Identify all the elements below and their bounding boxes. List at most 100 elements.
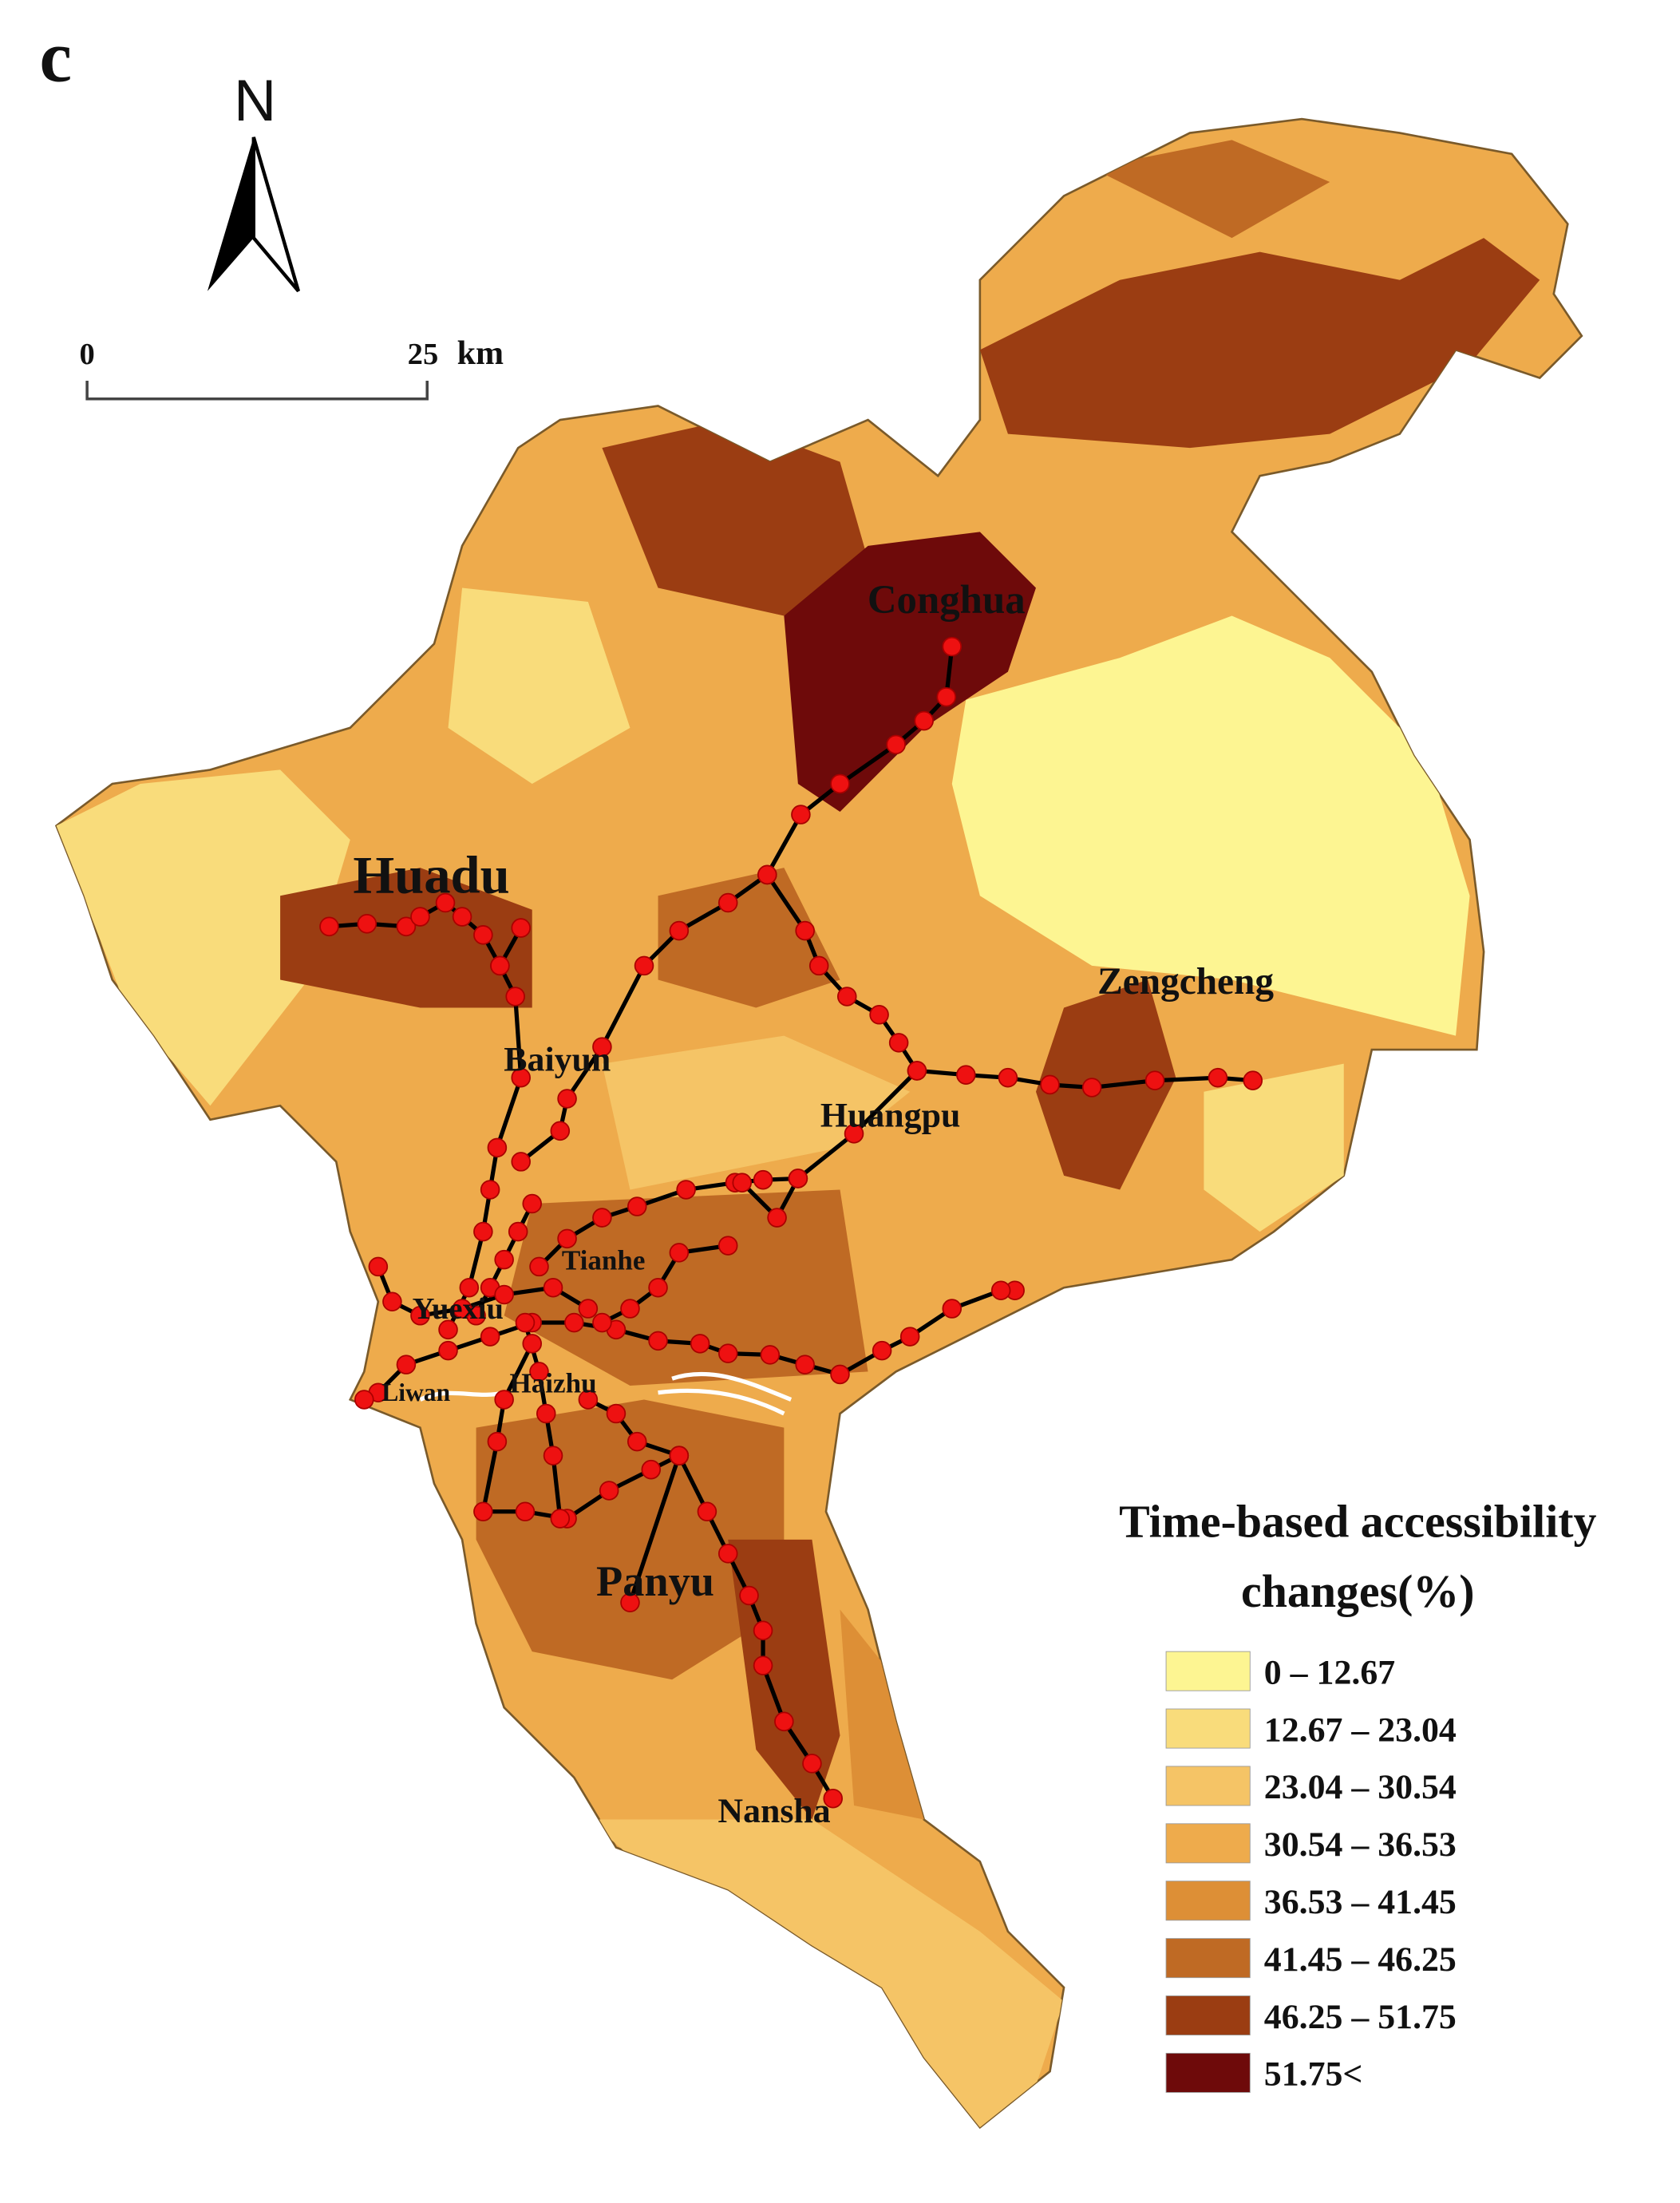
metro-station bbox=[998, 1067, 1018, 1088]
zone bbox=[658, 868, 840, 1008]
district-label: Zengcheng bbox=[1097, 961, 1274, 1003]
metro-station bbox=[1208, 1067, 1228, 1088]
metro-station bbox=[357, 914, 378, 934]
metro-station bbox=[490, 955, 510, 976]
metro-station bbox=[494, 1284, 514, 1305]
metro-station bbox=[511, 918, 531, 938]
metro-station bbox=[592, 1037, 612, 1057]
metro-station bbox=[823, 1788, 844, 1809]
metro-station bbox=[760, 1345, 781, 1365]
metro-station bbox=[550, 1121, 571, 1141]
zone bbox=[504, 1189, 868, 1386]
metro-station bbox=[942, 636, 963, 657]
metro-station bbox=[606, 1403, 627, 1424]
zone bbox=[1092, 140, 1330, 239]
metro-station bbox=[536, 1403, 556, 1424]
legend-label: 12.67 – 23.04 bbox=[1264, 1711, 1457, 1749]
legend-title: Time-based accessibility bbox=[1119, 1495, 1596, 1547]
legend-swatch bbox=[1165, 1708, 1251, 1749]
metro-station bbox=[669, 920, 690, 941]
metro-station bbox=[543, 1277, 563, 1298]
metro-station bbox=[473, 1221, 493, 1242]
north-label: N bbox=[234, 67, 276, 133]
metro-station bbox=[795, 920, 815, 941]
metro-station bbox=[907, 1061, 927, 1081]
metro-station bbox=[641, 1459, 662, 1480]
legend-label: 23.04 – 30.54 bbox=[1264, 1768, 1457, 1806]
metro-station bbox=[791, 805, 811, 825]
metro-station bbox=[676, 1180, 696, 1200]
district-label: Conghua bbox=[868, 577, 1026, 622]
scale-start: 0 bbox=[79, 338, 94, 371]
legend: 0 – 12.67 12.67 – 23.04 23.04 – 30.54 30.54… bbox=[1165, 1651, 1457, 2094]
metro-station bbox=[1081, 1078, 1102, 1098]
metro-station bbox=[669, 1446, 690, 1465]
metro-station bbox=[936, 686, 957, 707]
metro-station bbox=[319, 916, 339, 937]
metro-station bbox=[599, 1481, 619, 1501]
metro-station bbox=[522, 1193, 543, 1214]
district-label: Haizhu bbox=[510, 1368, 597, 1399]
legend-label: 30.54 – 36.53 bbox=[1264, 1825, 1457, 1864]
zone bbox=[602, 1035, 911, 1190]
zone bbox=[56, 769, 350, 1106]
district-label: Panyu bbox=[596, 1557, 714, 1605]
metro-station bbox=[480, 1180, 500, 1200]
metro-station bbox=[543, 1446, 563, 1465]
legend-label: 36.53 – 41.45 bbox=[1264, 1883, 1457, 1921]
district-label: Liwan bbox=[381, 1378, 450, 1406]
metro-station bbox=[529, 1362, 549, 1382]
zone bbox=[951, 615, 1470, 1036]
metro-station bbox=[487, 1431, 508, 1452]
zone bbox=[784, 532, 1036, 813]
metro-station bbox=[830, 1364, 850, 1385]
district-label: Baiyun bbox=[504, 1040, 611, 1078]
zone bbox=[587, 1819, 1065, 2128]
metro-station bbox=[753, 1655, 773, 1675]
metro-station bbox=[914, 710, 934, 731]
legend-swatch bbox=[1165, 2052, 1251, 2093]
legend-title: changes(%) bbox=[1241, 1565, 1475, 1617]
metro-station bbox=[473, 1501, 493, 1522]
metro-station bbox=[634, 955, 654, 976]
legend-label: 46.25 – 51.75 bbox=[1264, 1998, 1457, 2036]
metro-station bbox=[872, 1340, 892, 1361]
metro-station bbox=[627, 1431, 647, 1452]
metro-station bbox=[669, 1243, 690, 1263]
metro-station bbox=[717, 892, 738, 913]
metro-station bbox=[592, 1312, 612, 1333]
legend-swatch bbox=[1165, 1995, 1251, 2036]
metro-station bbox=[487, 1137, 508, 1158]
metro-station bbox=[808, 955, 829, 976]
metro-station bbox=[802, 1754, 822, 1774]
legend-label: 51.75< bbox=[1264, 2055, 1363, 2094]
legend-swatch bbox=[1165, 1881, 1251, 1921]
metro-station bbox=[396, 916, 417, 937]
district-label: Yuexiu bbox=[413, 1292, 504, 1326]
metro-station bbox=[990, 1280, 1011, 1300]
panel-label: c bbox=[40, 17, 72, 97]
metro-station bbox=[899, 1327, 920, 1347]
metro-station bbox=[508, 1221, 528, 1242]
metro-station bbox=[697, 1501, 717, 1522]
zone bbox=[840, 1609, 924, 1820]
metro-station bbox=[452, 1299, 472, 1319]
metro-station bbox=[511, 1152, 531, 1172]
scale-end: 25 bbox=[408, 338, 439, 371]
zone bbox=[448, 587, 630, 784]
metro-station bbox=[410, 907, 430, 927]
scale-unit: km bbox=[457, 335, 504, 372]
metro-line bbox=[537, 1069, 919, 1268]
metro-station bbox=[494, 1390, 514, 1410]
metro-station bbox=[627, 1196, 647, 1216]
metro-station bbox=[452, 907, 472, 927]
river bbox=[419, 1371, 793, 1416]
metro-station bbox=[396, 1355, 417, 1374]
metro-station bbox=[438, 1340, 458, 1361]
metro-station bbox=[886, 734, 906, 755]
north-arrow-left bbox=[207, 136, 254, 291]
metro-station bbox=[564, 1312, 584, 1333]
legend-swatch bbox=[1165, 1766, 1251, 1806]
